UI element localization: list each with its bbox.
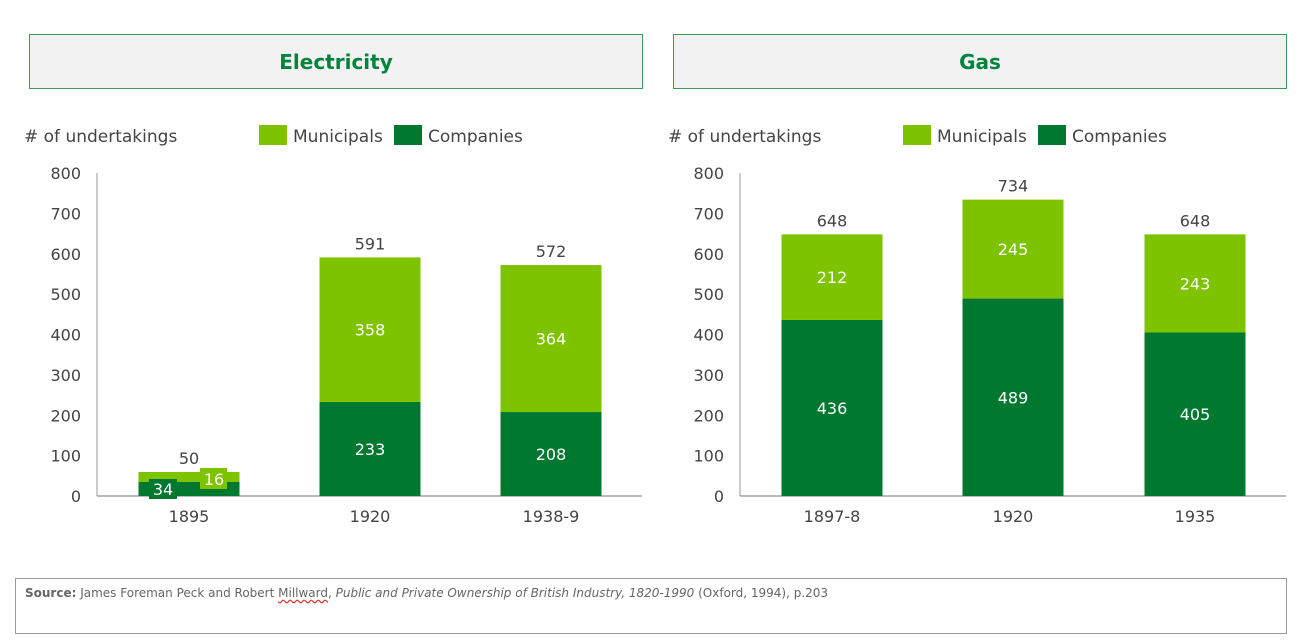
y-tick-label: 800 [50,164,81,183]
electricity-header: Electricity [29,34,643,89]
source-authors: James Foreman Peck and Robert [76,586,279,600]
bar-municipals [319,257,421,402]
y-tick-label: 300 [50,366,81,385]
y-tick-label: 300 [693,366,724,385]
total-label: 591 [355,234,386,253]
y-tick-label: 800 [693,164,724,183]
y-tick-label: 400 [693,326,724,345]
legend-swatch-companies [394,125,422,145]
y-tick-label: 200 [693,406,724,425]
bar-municipals [138,472,240,482]
y-tick-label: 0 [71,487,81,506]
data-label-companies: 436 [817,399,848,418]
data-label-municipals: 243 [1180,274,1211,293]
data-label-municipals: 16 [204,470,224,489]
bar-municipals [500,265,602,413]
x-tick-label: 1935 [1175,507,1216,526]
source-sep: , [328,586,336,600]
y-tick-label: 600 [50,245,81,264]
x-tick-label: 1897-8 [804,507,861,526]
y-tick-label: 100 [693,447,724,466]
total-label: 648 [1180,211,1211,230]
bar-companies [500,412,602,496]
source-publisher: (Oxford, 1994), p.203 [694,586,829,600]
data-label-companies: 489 [998,388,1029,407]
label-box-municipals [200,468,227,489]
legend-label-companies: Companies [428,127,523,147]
x-tick-label: 1895 [169,507,210,526]
x-tick-label: 1920 [993,507,1034,526]
bar-municipals [962,199,1064,299]
x-tick-label: 1938-9 [523,507,580,526]
y-tick-label: 600 [693,245,724,264]
y-axis-label: # of undertakings [668,127,821,147]
y-tick-label: 500 [693,285,724,304]
data-label-companies: 233 [355,440,386,459]
y-tick-label: 200 [50,406,81,425]
data-label-municipals: 212 [817,268,848,287]
data-label-companies: 34 [153,480,173,499]
source-label: Source: [25,586,77,600]
total-label: 50 [179,449,199,468]
y-tick-label: 700 [50,204,81,223]
data-label-municipals: 364 [536,330,567,349]
legend-swatch-municipals [903,125,931,145]
total-label: 734 [998,177,1029,196]
legend-label-municipals: Municipals [937,127,1027,147]
bar-companies [319,401,421,496]
data-label-municipals: 358 [355,321,386,340]
y-axis-label: # of undertakings [24,127,177,147]
y-tick-label: 400 [50,326,81,345]
total-label: 572 [536,242,567,261]
bar-municipals [1144,234,1246,333]
x-tick-label: 1920 [350,507,391,526]
legend-label-municipals: Municipals [293,127,383,147]
bar-companies [962,298,1064,496]
source-author-name: Millward [278,586,328,600]
data-label-municipals: 245 [998,240,1029,259]
bar-companies [1144,332,1246,496]
gas-header: Gas [673,34,1287,89]
label-box-companies [149,479,177,499]
y-tick-label: 100 [50,447,81,466]
legend-swatch-municipals [259,125,287,145]
legend-swatch-companies [1038,125,1066,145]
y-tick-label: 0 [714,487,724,506]
data-label-companies: 208 [536,445,567,464]
legend-label-companies: Companies [1072,127,1167,147]
data-label-companies: 405 [1180,405,1211,424]
y-tick-label: 500 [50,285,81,304]
total-label: 648 [817,211,848,230]
bar-municipals [781,234,883,320]
bar-companies [781,319,883,496]
y-tick-label: 700 [693,204,724,223]
source-title: Public and Private Ownership of British … [335,586,695,600]
source-note: Source: James Foreman Peck and Robert Mi… [15,578,1287,634]
